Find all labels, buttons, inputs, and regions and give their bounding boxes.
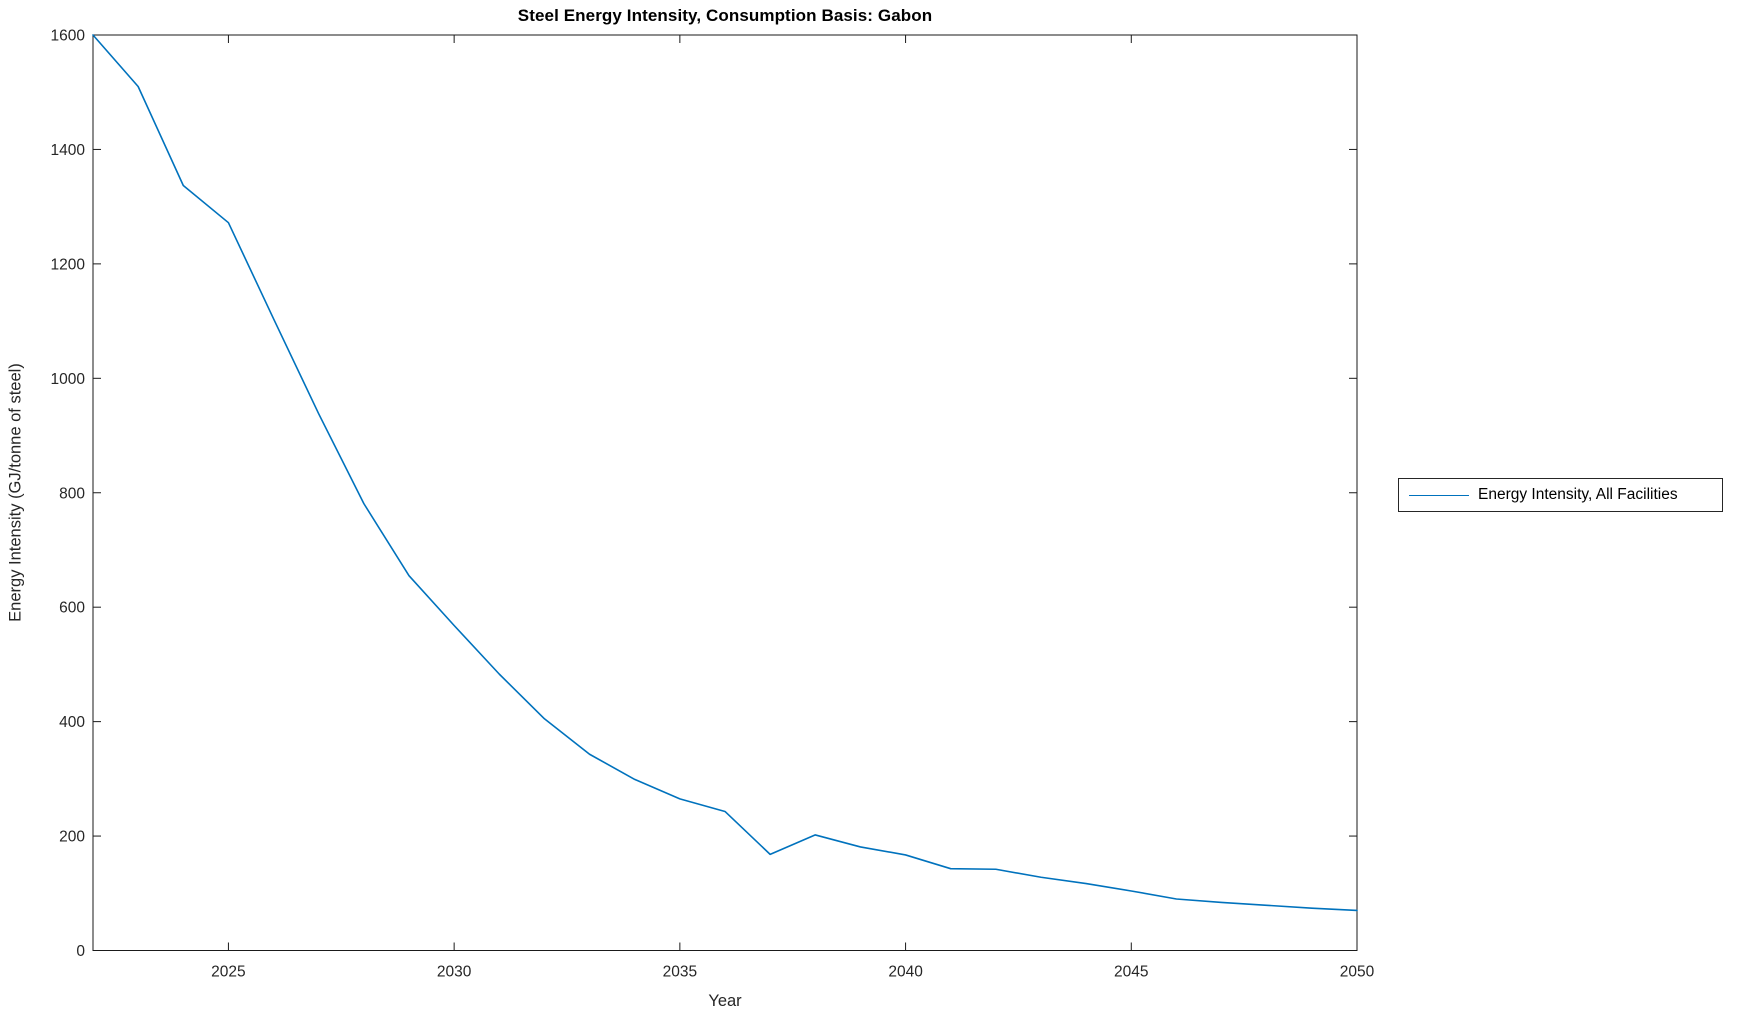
legend-label: Energy Intensity, All Facilities: [1478, 486, 1678, 503]
y-tick-label: 1200: [51, 256, 86, 273]
x-axis-label: Year: [708, 992, 742, 1010]
y-tick-label: 600: [59, 600, 85, 617]
axes-box: [92, 34, 1358, 951]
y-axis-label: Energy Intensity (GJ/tonne of steel): [6, 363, 25, 622]
y-tick-label: 400: [59, 714, 85, 731]
y-tick-label: 1000: [51, 371, 86, 388]
data-line-Energy Intensity, All Facilities: [92, 34, 1358, 912]
x-tick-label: 2050: [1340, 964, 1375, 981]
x-tick-label: 2025: [211, 964, 245, 981]
y-tick-label: 1600: [51, 28, 86, 45]
y-tick-label: 1400: [51, 142, 86, 159]
y-tick-label: 200: [59, 829, 85, 846]
legend: Energy Intensity, All Facilities: [1398, 478, 1723, 512]
chart-title: Steel Energy Intensity, Consumption Basi…: [517, 6, 933, 25]
x-tick-label: 2035: [663, 964, 697, 981]
legend-line-icon: [1409, 494, 1469, 496]
x-tick-label: 2040: [888, 964, 923, 981]
x-tick-label: 2030: [437, 964, 472, 981]
x-tick-label: 2045: [1114, 964, 1148, 981]
y-tick-label: 0: [76, 943, 85, 960]
y-tick-label: 800: [59, 485, 85, 502]
